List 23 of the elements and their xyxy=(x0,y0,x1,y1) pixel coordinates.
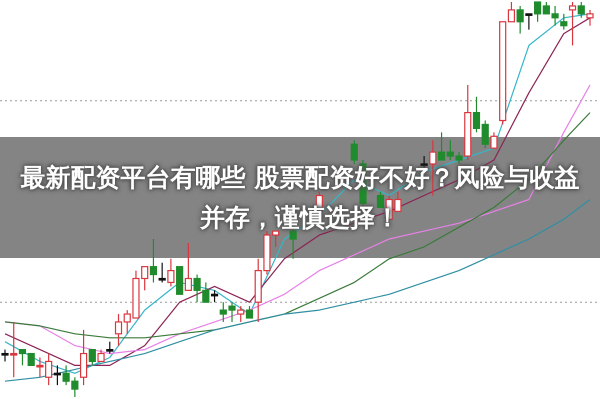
candlestick xyxy=(167,258,174,287)
candlestick xyxy=(1,349,9,362)
candlestick xyxy=(237,306,244,323)
candlestick xyxy=(210,290,218,303)
candlestick xyxy=(586,9,594,26)
candlestick xyxy=(54,364,61,386)
candlestick xyxy=(97,349,105,362)
candlestick xyxy=(80,329,88,386)
candlestick xyxy=(71,376,78,398)
candlestick xyxy=(246,306,254,319)
candlestick xyxy=(560,13,568,30)
candlestick xyxy=(525,13,532,30)
candlestick xyxy=(184,242,192,291)
candlestick xyxy=(10,321,18,378)
candlestick xyxy=(106,341,114,354)
candlestick xyxy=(150,238,158,284)
candlestick xyxy=(88,349,96,366)
candlestick xyxy=(62,364,70,386)
candlestick xyxy=(490,132,498,149)
candlestick xyxy=(578,1,585,18)
candlestick xyxy=(158,262,166,284)
candlestick xyxy=(568,1,576,46)
candlestick xyxy=(516,5,524,34)
